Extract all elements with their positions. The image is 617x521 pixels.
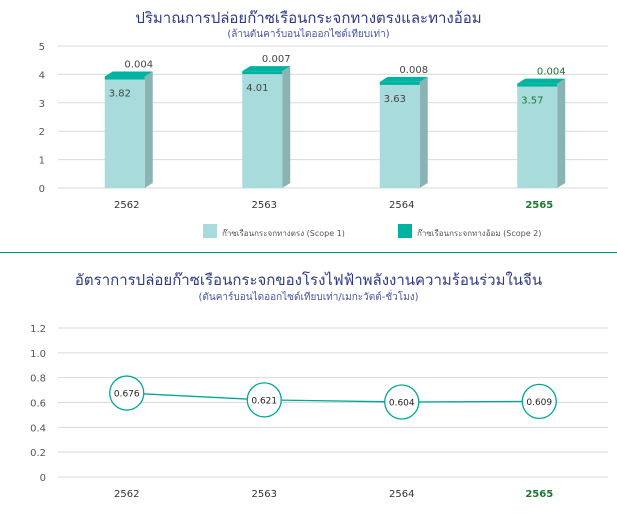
data-point bbox=[521, 383, 557, 420]
line-x-tick-label: 2563 bbox=[252, 489, 277, 500]
section-divider bbox=[0, 252, 617, 253]
bar-scope1-side bbox=[282, 66, 291, 188]
data-label: 0.609 bbox=[526, 398, 552, 408]
bar-scope2 bbox=[104, 76, 145, 80]
bar-x-tick-label: 2565 bbox=[525, 200, 553, 211]
line-y-tick-label: 0 bbox=[40, 473, 46, 484]
bar-scope2 bbox=[517, 83, 558, 87]
bar-scope2-value-label: 0.008 bbox=[399, 65, 428, 76]
bar-x-tick-label: 2563 bbox=[252, 200, 277, 211]
legend-label-scope1: ก๊าซเรือนกระจกทางตรง (Scope 1) bbox=[222, 229, 345, 238]
bar-scope2-top bbox=[242, 66, 291, 72]
data-point bbox=[384, 384, 420, 420]
bar-scope1-value-label: 4.01 bbox=[246, 83, 268, 94]
data-point bbox=[246, 382, 282, 418]
line-x-tick-label: 2562 bbox=[114, 489, 139, 500]
bar-scope2-top bbox=[104, 71, 153, 77]
bar-scope1-value-label: 3.82 bbox=[109, 89, 131, 100]
bar-x-tick-label: 2564 bbox=[389, 200, 414, 211]
bar-scope1-side bbox=[419, 76, 428, 188]
bar-scope1 bbox=[104, 79, 145, 188]
data-label: 0.621 bbox=[251, 396, 277, 406]
bar-y-tick-label: 1 bbox=[39, 156, 45, 167]
bar-scope1 bbox=[517, 86, 558, 188]
bar-scope1-value-label: 3.63 bbox=[384, 94, 406, 105]
bar-x-tick-label: 2562 bbox=[114, 200, 139, 211]
bar-scope2 bbox=[242, 71, 283, 75]
bar-chart-subtitle: (ล้านตันคาร์บอนไดออกไซด์เทียบเท่า) bbox=[227, 29, 390, 40]
bar-y-tick-label: 3 bbox=[39, 99, 45, 110]
line-y-tick-label: 0.2 bbox=[30, 448, 46, 459]
series-line bbox=[126, 392, 540, 403]
bar-y-tick-label: 4 bbox=[39, 70, 45, 81]
legend-swatch-scope2 bbox=[398, 224, 412, 238]
data-label: 0.676 bbox=[114, 390, 140, 400]
bar-chart-title: ปริมาณการปล่อยก๊าซเรือนกระจกทางตรงและทาง… bbox=[135, 9, 482, 27]
bar-scope2 bbox=[379, 81, 420, 85]
line-x-tick-label: 2564 bbox=[389, 489, 414, 500]
data-label: 0.604 bbox=[389, 399, 415, 409]
legend-label-scope2: ก๊าซเรือนกระจกทางอ้อม (Scope 2) bbox=[417, 229, 542, 238]
bar-scope2-value-label: 0.007 bbox=[262, 54, 291, 65]
bar-scope1 bbox=[379, 84, 420, 188]
line-y-tick-label: 0.4 bbox=[30, 423, 46, 434]
bar-scope2-top bbox=[517, 78, 566, 84]
line-y-tick-label: 0.8 bbox=[30, 374, 46, 385]
bar-scope1 bbox=[242, 74, 283, 188]
bar-chart: 0 1 2 3 4 5 3.82 0.004 2562 4.01 0.007 2563 3.63 0.00… bbox=[39, 42, 608, 211]
bar-y-tick-label: 2 bbox=[39, 127, 45, 138]
bar-scope2-top bbox=[379, 76, 428, 82]
data-point bbox=[109, 375, 145, 411]
bar-scope1-side bbox=[144, 71, 153, 188]
line-chart-subtitle: (ตันคาร์บอนไดออกไซด์เทียบเท่า/เมกะวัตต์-… bbox=[198, 292, 419, 303]
bar-y-tick-label: 5 bbox=[39, 42, 45, 53]
line-y-tick-label: 1.2 bbox=[30, 324, 46, 335]
bar-scope1-side bbox=[557, 78, 566, 188]
line-y-tick-label: 0.6 bbox=[30, 399, 46, 410]
line-x-tick-label: 2565 bbox=[525, 489, 553, 500]
bar-scope2-value-label: 0.004 bbox=[124, 60, 153, 71]
line-y-tick-label: 1.0 bbox=[30, 349, 46, 360]
bar-scope2-value-label: 0.004 bbox=[537, 67, 566, 78]
bar-y-tick-label: 0 bbox=[39, 184, 45, 195]
line-chart-title: อัตราการปล่อยก๊าซเรือนกระจกของโรงไฟฟ้าพล… bbox=[74, 271, 543, 289]
bar-scope1-value-label: 3.57 bbox=[521, 96, 543, 107]
legend-swatch-scope1 bbox=[203, 224, 217, 238]
